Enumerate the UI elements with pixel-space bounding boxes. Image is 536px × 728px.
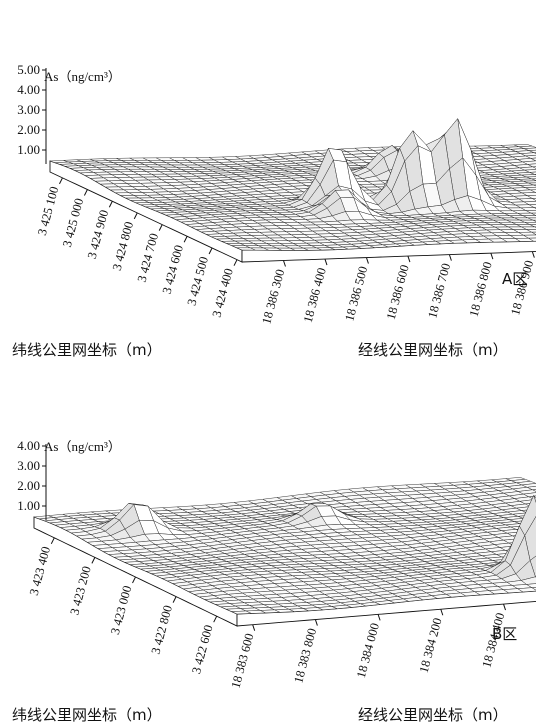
x-tick-label: 3 424 800 [110, 220, 136, 272]
x-axis-label-b: 纬线公里网坐标（m） [12, 706, 162, 724]
x-tick-label: 3 424 600 [160, 243, 186, 295]
y-tick-label: 18 386 600 [384, 263, 412, 321]
y-tick [531, 251, 535, 258]
surface-mesh-a [49, 118, 536, 263]
x-tick-label: 3 424 700 [135, 232, 161, 284]
x-tick-label: 3 422 600 [189, 623, 215, 675]
y-tick-label: 18 386 300 [259, 268, 287, 326]
y-tick-label: 18 386 400 [301, 266, 329, 324]
x-tick-label: 3 423 200 [67, 565, 93, 617]
x-tick-label: 3 424 900 [85, 208, 111, 260]
x-tick [108, 200, 113, 208]
x-tick [59, 177, 63, 185]
y-tick-label: 18 383 600 [228, 632, 256, 690]
y-tick [377, 614, 381, 621]
x-tick [233, 259, 238, 266]
y-tick [314, 619, 318, 626]
x-tick-label: 3 424 500 [185, 255, 211, 307]
y-tick-label: 18 386 800 [467, 260, 495, 318]
y-axis-label-b: 经线公里网坐标（m） [358, 706, 508, 724]
x-tick-label: 3 425 100 [35, 185, 61, 237]
z-tick-label: 4.00 [17, 82, 40, 97]
region-title-a: A区 [502, 270, 527, 288]
x-tick [91, 557, 96, 564]
region-title-b: B区 [492, 625, 517, 643]
z-tick-label: 4.00 [17, 438, 40, 453]
x-tick-label: 3 425 000 [60, 197, 86, 249]
x-tick [83, 189, 88, 196]
y-tick-label: 18 384 000 [354, 622, 382, 680]
x-tick-label: 3 423 000 [108, 584, 134, 636]
z-tick-label: 3.00 [17, 102, 40, 117]
x-tick-label: 3 423 400 [27, 545, 53, 597]
x-tick [183, 236, 188, 243]
z-tick-label: 2.00 [17, 478, 40, 493]
x-tick-label: 3 422 800 [149, 604, 175, 656]
x-tick [50, 537, 55, 545]
z-tick-label: 1.00 [17, 142, 40, 157]
y-tick [407, 255, 411, 263]
mesh-cell [231, 610, 252, 615]
z-axis-label-b: As（ng/cm³） [44, 439, 121, 454]
surface-mesh-b [33, 477, 536, 627]
x-tick [133, 212, 138, 220]
z-tick-label: 2.00 [17, 122, 40, 137]
x-tick [213, 615, 218, 623]
z-tick-label: 1.00 [17, 498, 40, 513]
x-axis-label-a: 纬线公里网坐标（m） [12, 341, 162, 359]
x-tick-label: 3 424 400 [209, 267, 235, 319]
surface-chart-b: 4.00 3.00 2.00 1.00 3 423 400 3 423 200 3 423 … [12, 438, 536, 724]
y-tick [490, 252, 494, 260]
y-tick [252, 624, 256, 631]
y-tick-label: 18 386 500 [342, 265, 370, 323]
x-tick [158, 224, 163, 231]
y-tick [503, 603, 506, 611]
mesh-cell [236, 247, 256, 251]
x-tick [208, 247, 213, 255]
y-tick-label: 18 386 700 [425, 262, 453, 320]
y-tick [448, 254, 452, 261]
x-tick [172, 596, 177, 603]
y-tick [440, 609, 444, 616]
y-tick-label: 18 384 200 [417, 616, 445, 674]
y-tick-label: 18 383 800 [291, 627, 319, 685]
z-tick-label: 5.00 [17, 62, 40, 77]
y-tick [365, 257, 369, 264]
y-tick [283, 260, 286, 267]
z-axis-label-a: As（ng/cm³） [44, 69, 121, 84]
z-tick-label: 3.00 [17, 458, 40, 473]
y-tick [324, 258, 328, 266]
x-tick [132, 576, 136, 584]
y-axis-label-a: 经线公里网坐标（m） [358, 341, 508, 359]
